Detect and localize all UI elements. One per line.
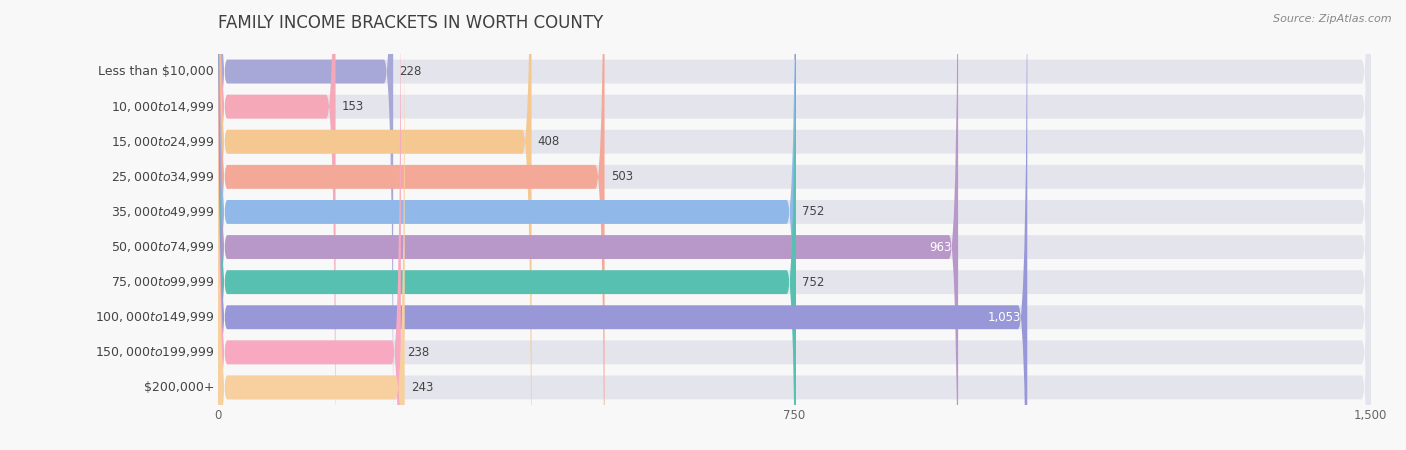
FancyBboxPatch shape bbox=[218, 0, 1371, 450]
FancyBboxPatch shape bbox=[218, 0, 1371, 450]
Text: 408: 408 bbox=[537, 135, 560, 148]
FancyBboxPatch shape bbox=[218, 0, 1371, 450]
FancyBboxPatch shape bbox=[218, 0, 1371, 450]
FancyBboxPatch shape bbox=[218, 0, 1371, 450]
FancyBboxPatch shape bbox=[218, 0, 394, 450]
FancyBboxPatch shape bbox=[218, 0, 957, 450]
Text: 752: 752 bbox=[801, 206, 824, 218]
FancyBboxPatch shape bbox=[218, 0, 1371, 450]
FancyBboxPatch shape bbox=[218, 0, 1028, 450]
FancyBboxPatch shape bbox=[218, 0, 605, 450]
Text: 752: 752 bbox=[801, 276, 824, 288]
Text: 243: 243 bbox=[411, 381, 433, 394]
Text: 153: 153 bbox=[342, 100, 364, 113]
Text: $75,000 to $99,999: $75,000 to $99,999 bbox=[111, 275, 214, 289]
FancyBboxPatch shape bbox=[218, 0, 1371, 450]
FancyBboxPatch shape bbox=[218, 0, 1371, 450]
Text: FAMILY INCOME BRACKETS IN WORTH COUNTY: FAMILY INCOME BRACKETS IN WORTH COUNTY bbox=[218, 14, 603, 32]
Text: $150,000 to $199,999: $150,000 to $199,999 bbox=[94, 345, 214, 360]
Text: 1,053: 1,053 bbox=[988, 311, 1021, 324]
Text: $100,000 to $149,999: $100,000 to $149,999 bbox=[94, 310, 214, 324]
Text: 228: 228 bbox=[399, 65, 422, 78]
Text: 963: 963 bbox=[929, 241, 952, 253]
Text: $200,000+: $200,000+ bbox=[143, 381, 214, 394]
Text: $10,000 to $14,999: $10,000 to $14,999 bbox=[111, 99, 214, 114]
FancyBboxPatch shape bbox=[218, 0, 1371, 450]
Text: $35,000 to $49,999: $35,000 to $49,999 bbox=[111, 205, 214, 219]
FancyBboxPatch shape bbox=[218, 0, 405, 450]
Text: 503: 503 bbox=[610, 171, 633, 183]
Text: Less than $10,000: Less than $10,000 bbox=[98, 65, 214, 78]
Text: $25,000 to $34,999: $25,000 to $34,999 bbox=[111, 170, 214, 184]
FancyBboxPatch shape bbox=[218, 0, 796, 450]
FancyBboxPatch shape bbox=[218, 0, 1371, 450]
FancyBboxPatch shape bbox=[218, 0, 336, 450]
Text: $15,000 to $24,999: $15,000 to $24,999 bbox=[111, 135, 214, 149]
FancyBboxPatch shape bbox=[218, 0, 796, 450]
FancyBboxPatch shape bbox=[218, 0, 531, 450]
Text: $50,000 to $74,999: $50,000 to $74,999 bbox=[111, 240, 214, 254]
FancyBboxPatch shape bbox=[218, 0, 401, 450]
Text: Source: ZipAtlas.com: Source: ZipAtlas.com bbox=[1274, 14, 1392, 23]
Text: 238: 238 bbox=[406, 346, 429, 359]
